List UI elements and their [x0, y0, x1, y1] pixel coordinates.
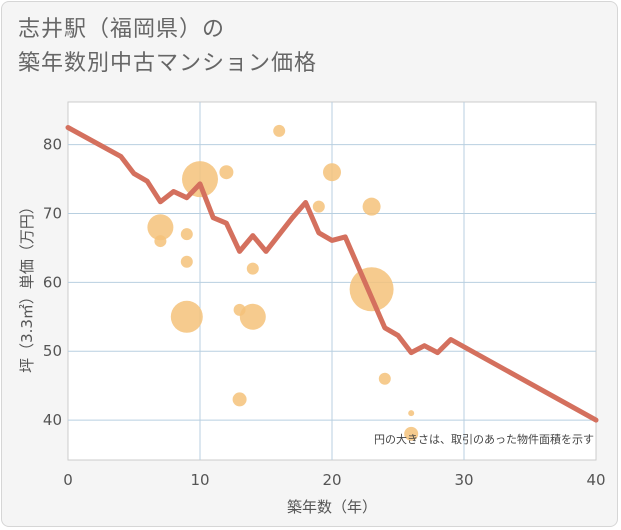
y-tick-label: 80 [43, 136, 62, 154]
bubble-point [312, 200, 325, 213]
bubble-point [362, 197, 381, 216]
bubble-point [180, 255, 193, 268]
y-tick-label: 70 [43, 205, 62, 223]
x-tick-label: 40 [586, 471, 605, 489]
bubbles [147, 124, 419, 441]
x-tick-label: 10 [190, 471, 209, 489]
bubble-point [154, 235, 167, 248]
title-line-2: 築年数別中古マンション価格 [18, 51, 318, 76]
bubble-point [404, 426, 419, 441]
bubble-point [180, 228, 193, 241]
y-tick-label: 50 [43, 342, 62, 360]
bubble-point [239, 303, 266, 330]
bubble-point [378, 372, 391, 385]
bubble-point [170, 300, 203, 333]
title-line-1: 志井駅（福岡県）の [18, 17, 226, 42]
x-tick-label: 30 [454, 471, 473, 489]
x-tick-label: 0 [63, 471, 73, 489]
bubble-point [273, 124, 286, 137]
y-tick-label: 40 [43, 411, 62, 429]
bubble-point [323, 163, 341, 182]
y-axis-label: 坪（3.3㎡）単価（万円） [18, 199, 36, 373]
x-axis-label: 築年数（年） [287, 498, 377, 516]
chart-title: 志井駅（福岡県）の 築年数別中古マンション価格 [18, 13, 317, 81]
y-tick-label: 60 [43, 273, 62, 291]
bubble-point [147, 214, 174, 241]
bubble-point [408, 410, 415, 417]
bubble-point [349, 267, 394, 312]
bubble-size-note: 円の大きさは、取引のあった物件面積を示す [374, 432, 594, 446]
bubble-point [246, 262, 259, 275]
y-tick-labels: 40 50 60 70 80 [43, 136, 62, 429]
x-tick-label: 20 [322, 471, 341, 489]
x-tick-labels: 0 10 20 30 40 [63, 471, 605, 489]
price-trend-line [65, 125, 599, 423]
bubble-point [182, 161, 218, 198]
bubble-point [219, 165, 234, 180]
bubble-point [232, 392, 247, 407]
price-line-group [65, 125, 599, 423]
